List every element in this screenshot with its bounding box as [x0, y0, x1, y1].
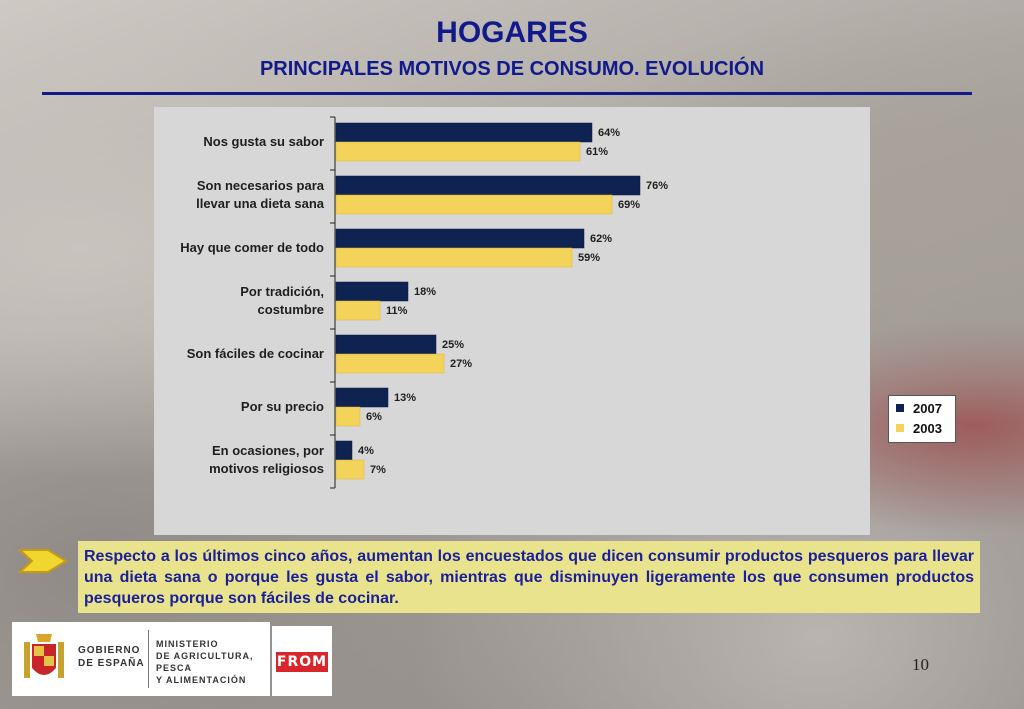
category-label: Por su precio	[241, 399, 324, 414]
gobierno-logo: GOBIERNO DE ESPAÑA MINISTERIO DE AGRICUL…	[12, 622, 270, 696]
page-number: 10	[912, 655, 929, 674]
data-label-2007: 25%	[442, 339, 464, 351]
bar-2007	[335, 387, 389, 408]
data-label-2007: 18%	[414, 286, 436, 298]
data-label-2003: 27%	[450, 358, 472, 370]
bar-chart: Nos gusta su sabor 64% 61% Son necesarios p…	[180, 116, 668, 489]
data-label-2003: 61%	[586, 146, 608, 158]
chart-panel: Nos gusta su sabor 64% 61% Son necesarios p…	[154, 107, 956, 535]
category-label: Son necesarios para llevar una dieta sana	[196, 178, 325, 211]
data-label-2003: 11%	[386, 305, 408, 317]
bar-2007	[335, 281, 409, 302]
from-logo: FROM	[272, 626, 332, 696]
from-logo-mark: FROM	[276, 652, 328, 672]
logo-separator	[148, 630, 149, 688]
bar-2007	[335, 228, 585, 249]
chart-legend: 2007 2003	[888, 395, 956, 443]
gobierno-text: GOBIERNO DE ESPAÑA	[78, 644, 145, 670]
data-label-2003: 59%	[578, 252, 600, 264]
title-divider	[42, 92, 972, 95]
bar-2007	[335, 334, 437, 355]
slide-subtitle: PRINCIPALES MOTIVOS DE CONSUMO. EVOLUCIÓ…	[259, 58, 765, 80]
slide-title: HOGARES	[436, 16, 588, 49]
legend-item-2003: 2003	[896, 421, 942, 437]
ministerio-text: MINISTERIO DE AGRICULTURA, PESCA Y ALIME…	[156, 638, 270, 686]
bar-2003	[335, 406, 361, 427]
data-label-2007: 4%	[358, 445, 374, 457]
bar-2007	[335, 440, 353, 461]
category-label: Por tradición, costumbre	[240, 284, 324, 317]
bar-2003	[335, 194, 613, 215]
data-label-2003: 69%	[618, 199, 640, 211]
coat-of-arms-icon	[24, 634, 64, 678]
legend-swatch-2007	[896, 404, 904, 412]
legend-label-2003: 2003	[913, 421, 942, 436]
bar-2003	[335, 459, 365, 480]
gobierno-line-2: DE ESPAÑA	[78, 658, 145, 669]
arrow-icon	[18, 549, 68, 573]
ministerio-line-2: DE AGRICULTURA, PESCA	[156, 651, 254, 673]
gobierno-line-1: GOBIERNO	[78, 645, 141, 656]
category-label: Son fáciles de cocinar	[187, 346, 324, 361]
data-label-2007: 76%	[646, 180, 668, 192]
summary-note: Respecto a los últimos cinco años, aumen…	[78, 541, 980, 613]
bar-2003	[335, 353, 445, 374]
bar-2003	[335, 141, 581, 162]
category-label: Hay que comer de todo	[180, 240, 324, 255]
data-label-2003: 7%	[370, 464, 386, 476]
bar-2003	[335, 247, 573, 268]
data-label-2007: 13%	[394, 392, 416, 404]
bar-2007	[335, 175, 641, 196]
legend-swatch-2003	[896, 424, 904, 432]
data-label-2003: 6%	[366, 411, 382, 423]
category-label: En ocasiones, por motivos religiosos	[209, 443, 324, 476]
data-label-2007: 64%	[598, 127, 620, 139]
legend-label-2007: 2007	[913, 401, 942, 416]
ministerio-line-3: Y ALIMENTACIÓN	[156, 675, 247, 685]
bar-2007	[335, 122, 593, 143]
bar-2003	[335, 300, 381, 321]
data-label-2007: 62%	[590, 233, 612, 245]
ministerio-line-1: MINISTERIO	[156, 639, 219, 649]
legend-item-2007: 2007	[896, 401, 942, 417]
category-label: Nos gusta su sabor	[203, 134, 324, 149]
